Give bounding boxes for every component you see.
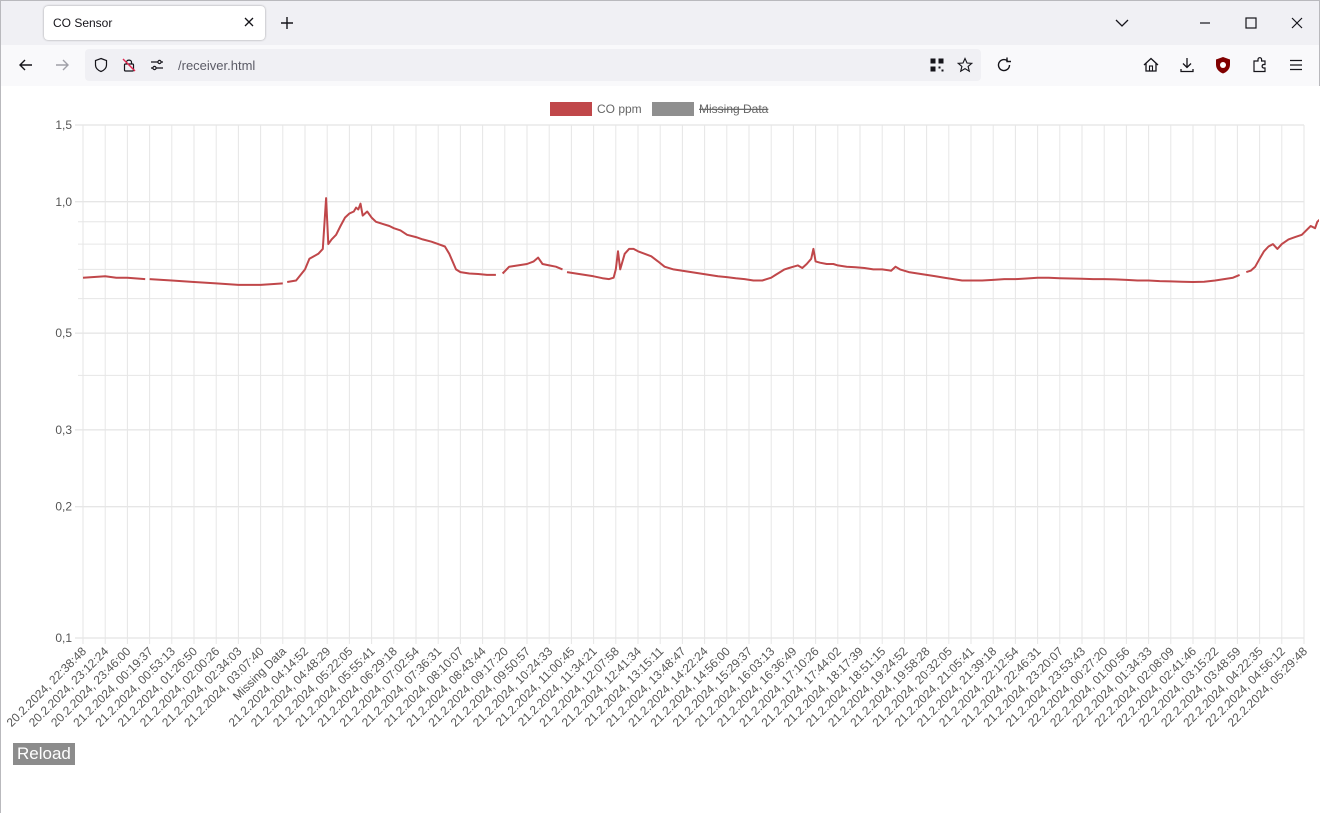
minimize-icon[interactable] bbox=[1195, 13, 1215, 33]
close-tab-icon[interactable] bbox=[241, 14, 257, 30]
y-tick-label: 0,5 bbox=[55, 326, 72, 340]
insecure-lock-icon[interactable] bbox=[121, 57, 137, 73]
co-ppm-line-segment bbox=[1245, 218, 1319, 274]
co-ppm-line-segment bbox=[566, 247, 1240, 283]
legend-swatch bbox=[652, 102, 694, 116]
y-tick-label: 1,0 bbox=[55, 195, 72, 209]
menu-hamburger-icon[interactable] bbox=[1286, 55, 1306, 75]
bookmark-star-icon[interactable] bbox=[957, 57, 973, 73]
page-content: 1,5 1,0 0,5 0,3 0,2 0,1 20.2.2024, 22:38:48 20.… bbox=[1, 86, 1320, 814]
co-ppm-line-segment bbox=[82, 275, 146, 281]
ublock-origin-icon[interactable] bbox=[1213, 55, 1233, 75]
url-text: /receiver.html bbox=[178, 58, 256, 73]
navigation-toolbar: /receiver.html bbox=[1, 45, 1319, 87]
y-tick-label: 0,3 bbox=[55, 423, 72, 437]
maximize-icon[interactable] bbox=[1241, 13, 1261, 33]
forward-arrow-icon[interactable] bbox=[52, 55, 72, 75]
y-tick-label: 1,5 bbox=[55, 118, 72, 132]
list-all-tabs-chevron-icon[interactable] bbox=[1112, 13, 1132, 33]
legend-label: CO ppm bbox=[597, 102, 642, 116]
new-tab-plus-icon[interactable] bbox=[277, 13, 297, 33]
site-permissions-icon[interactable] bbox=[149, 57, 165, 73]
y-tick-label: 0,1 bbox=[55, 631, 72, 645]
co-ppm-line-segment bbox=[287, 197, 496, 283]
y-tick-label: 0,2 bbox=[55, 500, 72, 514]
co-ppm-line-segment bbox=[149, 278, 283, 286]
address-bar[interactable]: /receiver.html bbox=[85, 49, 981, 81]
co-ppm-line-segment bbox=[501, 256, 563, 275]
legend-label: Missing Data bbox=[699, 102, 769, 116]
reload-page-icon[interactable] bbox=[994, 55, 1014, 75]
tab-co-sensor[interactable]: CO Sensor bbox=[44, 6, 265, 40]
shield-icon[interactable] bbox=[93, 57, 109, 73]
extensions-puzzle-icon[interactable] bbox=[1250, 55, 1270, 75]
downloads-icon[interactable] bbox=[1177, 55, 1197, 75]
qr-code-icon[interactable] bbox=[929, 57, 945, 73]
legend-swatch bbox=[550, 102, 592, 116]
reload-button[interactable]: Reload bbox=[13, 743, 75, 765]
tab-strip: CO Sensor bbox=[1, 1, 1319, 45]
tab-title: CO Sensor bbox=[53, 16, 113, 30]
co-chart: 1,51,00,50,30,20,120.2.2024, 22:38:4820.… bbox=[4, 102, 1319, 730]
back-arrow-icon[interactable] bbox=[16, 55, 36, 75]
close-window-icon[interactable] bbox=[1287, 13, 1307, 33]
home-icon[interactable] bbox=[1141, 55, 1161, 75]
